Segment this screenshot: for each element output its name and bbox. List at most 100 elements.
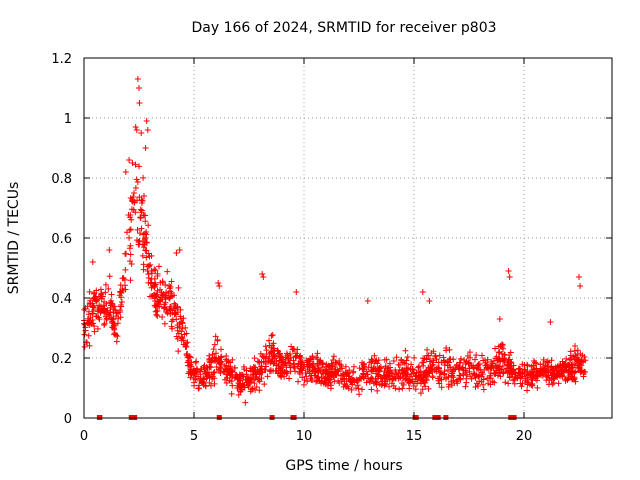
data-point (164, 268, 171, 275)
data-point (578, 362, 585, 369)
data-point (296, 353, 303, 360)
data-point (144, 127, 151, 133)
data-point (409, 366, 416, 373)
data-point (173, 333, 180, 340)
data-point (521, 371, 528, 378)
data-point (283, 350, 290, 357)
data-point (178, 334, 185, 341)
data-point (340, 371, 347, 378)
data-point (345, 385, 352, 392)
data-point (562, 376, 569, 383)
x-axis-label: GPS time / hours (285, 458, 402, 474)
data-point (151, 283, 158, 290)
data-point (261, 381, 268, 388)
data-point (504, 370, 511, 377)
data-point (175, 348, 182, 355)
data-point (111, 330, 118, 337)
data-point (402, 347, 409, 354)
data-point (492, 363, 499, 370)
data-point (529, 380, 536, 387)
data-point (278, 364, 285, 371)
data-point (468, 375, 475, 382)
data-point (186, 353, 193, 360)
data-point (111, 303, 118, 310)
data-point (280, 358, 287, 365)
data-point (306, 370, 313, 377)
data-point (510, 368, 517, 375)
data-point (480, 386, 487, 393)
data-point (118, 289, 125, 296)
data-point (399, 370, 406, 377)
data-point (127, 258, 134, 265)
data-point (487, 381, 494, 388)
data-point (373, 379, 380, 386)
data-point (482, 359, 489, 366)
data-point (457, 376, 464, 383)
data-point (467, 373, 474, 380)
data-point (515, 366, 522, 373)
data-point (403, 366, 410, 373)
data-point (166, 295, 173, 302)
data-point (231, 364, 238, 371)
data-point (274, 370, 281, 377)
data-point (435, 365, 442, 372)
data-point (151, 266, 158, 273)
data-point (505, 380, 512, 387)
data-point (456, 363, 463, 370)
data-point (122, 286, 129, 293)
y-tick-label: 1.2 (51, 52, 72, 67)
x-tick-label: 15 (406, 429, 423, 444)
data-point (157, 297, 164, 304)
data-point (355, 385, 362, 392)
data-point (175, 284, 182, 291)
data-point (101, 321, 108, 328)
data-point (174, 303, 181, 310)
data-point (508, 365, 515, 372)
data-point (487, 370, 494, 377)
data-point (427, 366, 434, 373)
data-point (140, 193, 147, 200)
data-point (484, 364, 491, 371)
data-point (571, 369, 578, 376)
data-point (540, 356, 547, 363)
data-point (550, 365, 557, 372)
data-point (186, 362, 193, 369)
data-point (127, 251, 134, 258)
data-point (132, 185, 139, 192)
data-point (323, 363, 330, 370)
data-point (159, 314, 166, 321)
data-point (462, 360, 469, 367)
data-point (416, 369, 423, 376)
data-point (496, 316, 503, 322)
data-point (111, 321, 118, 328)
data-point (269, 348, 276, 355)
data-point (493, 367, 500, 374)
data-point (555, 380, 562, 387)
data-point (127, 242, 134, 249)
data-point (133, 127, 140, 133)
data-point (145, 279, 152, 286)
data-point (176, 247, 183, 253)
data-point (154, 273, 161, 280)
data-point (576, 274, 582, 280)
data-point (472, 374, 479, 381)
data-point (510, 377, 517, 384)
data-point (299, 359, 306, 366)
data-point (130, 206, 137, 213)
data-point (117, 302, 124, 309)
data-point (569, 368, 576, 375)
data-point (324, 374, 331, 381)
data-point (379, 375, 386, 382)
data-point (530, 372, 537, 379)
data-point (234, 382, 241, 389)
data-point (436, 380, 443, 387)
data-point (359, 386, 366, 393)
data-point (207, 382, 214, 389)
data-point (457, 355, 464, 362)
data-point (366, 378, 373, 385)
data-point (473, 365, 480, 372)
data-point (143, 231, 150, 238)
data-point (340, 383, 347, 390)
data-point (372, 378, 379, 385)
data-point (435, 377, 442, 384)
